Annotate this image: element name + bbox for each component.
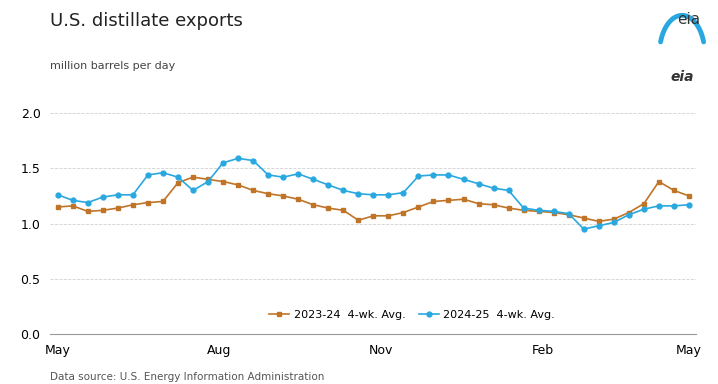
2023-24  4-wk. Avg. [670,188,679,193]
2023-24  4-wk. Avg. [174,180,182,185]
Text: U.S. distillate exports: U.S. distillate exports [50,12,243,30]
2023-24  4-wk. Avg. [564,212,573,217]
2024-25  4-wk. Avg. [519,206,528,210]
2023-24  4-wk. Avg. [339,208,348,213]
2024-25  4-wk. Avg. [475,182,483,186]
2024-25  4-wk. Avg. [460,177,468,182]
2024-25  4-wk. Avg. [414,174,423,178]
2024-25  4-wk. Avg. [53,192,62,197]
2023-24  4-wk. Avg. [68,204,77,208]
2023-24  4-wk. Avg. [369,214,378,218]
2024-25  4-wk. Avg. [444,173,453,177]
2024-25  4-wk. Avg. [339,188,348,193]
2024-25  4-wk. Avg. [279,175,287,179]
2023-24  4-wk. Avg. [294,197,302,202]
2024-25  4-wk. Avg. [489,186,498,190]
Text: eia: eia [677,12,700,26]
2024-25  4-wk. Avg. [294,172,302,176]
2024-25  4-wk. Avg. [610,220,618,225]
2024-25  4-wk. Avg. [113,192,122,197]
2023-24  4-wk. Avg. [655,179,663,184]
2023-24  4-wk. Avg. [354,218,363,223]
2024-25  4-wk. Avg. [98,195,107,199]
2024-25  4-wk. Avg. [369,192,378,197]
2024-25  4-wk. Avg. [429,173,438,177]
2024-25  4-wk. Avg. [309,177,317,182]
2024-25  4-wk. Avg. [549,209,558,214]
2024-25  4-wk. Avg. [640,207,648,212]
2023-24  4-wk. Avg. [83,209,92,214]
2023-24  4-wk. Avg. [144,200,152,205]
2023-24  4-wk. Avg. [579,216,588,220]
2023-24  4-wk. Avg. [189,175,197,179]
2024-25  4-wk. Avg. [579,227,588,232]
2023-24  4-wk. Avg. [309,202,317,207]
2023-24  4-wk. Avg. [324,206,332,210]
2023-24  4-wk. Avg. [264,191,272,196]
2024-25  4-wk. Avg. [174,175,182,179]
Line: 2023-24  4-wk. Avg.: 2023-24 4-wk. Avg. [55,175,691,224]
2023-24  4-wk. Avg. [640,201,648,206]
2024-25  4-wk. Avg. [534,208,543,213]
2024-25  4-wk. Avg. [264,173,272,177]
2023-24  4-wk. Avg. [234,182,243,187]
2023-24  4-wk. Avg. [113,206,122,210]
2024-25  4-wk. Avg. [685,202,694,207]
Text: million barrels per day: million barrels per day [50,61,175,71]
Line: 2024-25  4-wk. Avg.: 2024-25 4-wk. Avg. [55,156,691,232]
2024-25  4-wk. Avg. [204,179,213,184]
2024-25  4-wk. Avg. [504,188,513,193]
2023-24  4-wk. Avg. [249,188,258,193]
2024-25  4-wk. Avg. [655,204,663,208]
2024-25  4-wk. Avg. [595,223,603,228]
2023-24  4-wk. Avg. [504,206,513,210]
2023-24  4-wk. Avg. [595,219,603,223]
2024-25  4-wk. Avg. [159,170,167,175]
2023-24  4-wk. Avg. [460,197,468,202]
2023-24  4-wk. Avg. [685,194,694,198]
2023-24  4-wk. Avg. [204,177,213,182]
2024-25  4-wk. Avg. [129,192,137,197]
Text: Data source: U.S. Energy Information Administration: Data source: U.S. Energy Information Adm… [50,372,325,382]
2023-24  4-wk. Avg. [159,199,167,204]
2024-25  4-wk. Avg. [324,182,332,187]
2023-24  4-wk. Avg. [625,210,633,215]
2024-25  4-wk. Avg. [625,212,633,217]
2023-24  4-wk. Avg. [98,208,107,213]
2023-24  4-wk. Avg. [519,208,528,213]
2023-24  4-wk. Avg. [414,205,423,209]
2023-24  4-wk. Avg. [279,194,287,198]
2023-24  4-wk. Avg. [610,217,618,222]
2024-25  4-wk. Avg. [399,190,408,195]
2024-25  4-wk. Avg. [68,198,77,203]
2024-25  4-wk. Avg. [564,211,573,216]
2023-24  4-wk. Avg. [219,179,228,184]
2024-25  4-wk. Avg. [249,158,258,163]
2023-24  4-wk. Avg. [475,201,483,206]
2024-25  4-wk. Avg. [354,191,363,196]
2023-24  4-wk. Avg. [399,210,408,215]
2023-24  4-wk. Avg. [384,214,393,218]
2023-24  4-wk. Avg. [53,205,62,209]
2023-24  4-wk. Avg. [444,198,453,203]
2023-24  4-wk. Avg. [129,202,137,207]
2024-25  4-wk. Avg. [384,192,393,197]
2024-25  4-wk. Avg. [144,173,152,177]
2024-25  4-wk. Avg. [189,188,197,193]
2024-25  4-wk. Avg. [83,200,92,205]
Text: eia: eia [671,71,694,84]
2024-25  4-wk. Avg. [234,156,243,161]
2023-24  4-wk. Avg. [534,209,543,214]
2023-24  4-wk. Avg. [489,202,498,207]
2023-24  4-wk. Avg. [549,210,558,215]
Legend: 2023-24  4-wk. Avg., 2024-25  4-wk. Avg.: 2023-24 4-wk. Avg., 2024-25 4-wk. Avg. [265,305,559,324]
2024-25  4-wk. Avg. [219,161,228,165]
2023-24  4-wk. Avg. [429,199,438,204]
2024-25  4-wk. Avg. [670,204,679,208]
